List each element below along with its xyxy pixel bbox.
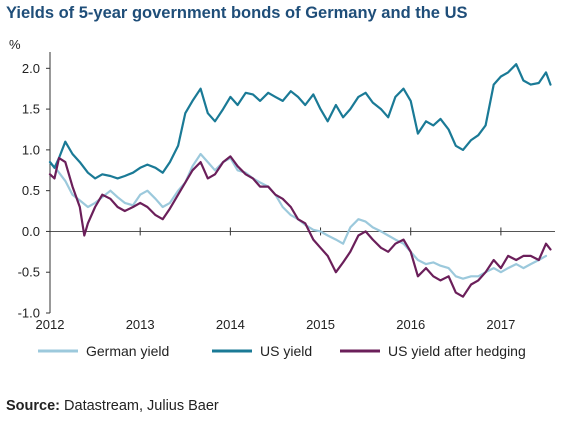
- chart-title: Yields of 5-year government bonds of Ger…: [6, 4, 468, 22]
- y-tick-label: 0.0: [22, 224, 40, 239]
- x-tick-label: 2017: [486, 317, 515, 332]
- x-tick-label: 2014: [216, 317, 245, 332]
- series-line-us: [48, 63, 552, 180]
- legend-label-us: US yield: [260, 343, 312, 359]
- y-tick-label: 1.0: [22, 142, 40, 157]
- y-tick-label: 2.0: [22, 61, 40, 76]
- legend-label-hedged: US yield after hedging: [388, 343, 526, 359]
- y-axis-unit: %: [9, 37, 21, 52]
- source-text: Datastream, Julius Baer: [64, 398, 219, 414]
- y-tick-label: 0.5: [22, 183, 40, 198]
- x-tick-label: 2013: [126, 317, 155, 332]
- x-tick-label: 2012: [36, 317, 65, 332]
- y-tick-label: -0.5: [18, 265, 40, 280]
- x-tick-label: 2016: [396, 317, 425, 332]
- y-tick-label: 1.5: [22, 102, 40, 117]
- legend-label-german: German yield: [86, 343, 169, 359]
- series-line-german: [48, 152, 548, 280]
- y-tick-label: -1.0: [18, 306, 40, 321]
- series-line-hedged: [48, 155, 552, 298]
- source-note: Source: Datastream, Julius Baer: [6, 398, 219, 414]
- x-tick-label: 2015: [306, 317, 335, 332]
- legend: German yield US yield US yield after hedgi…: [38, 343, 526, 359]
- source-label: Source:: [6, 398, 60, 414]
- plot-area: [48, 63, 552, 298]
